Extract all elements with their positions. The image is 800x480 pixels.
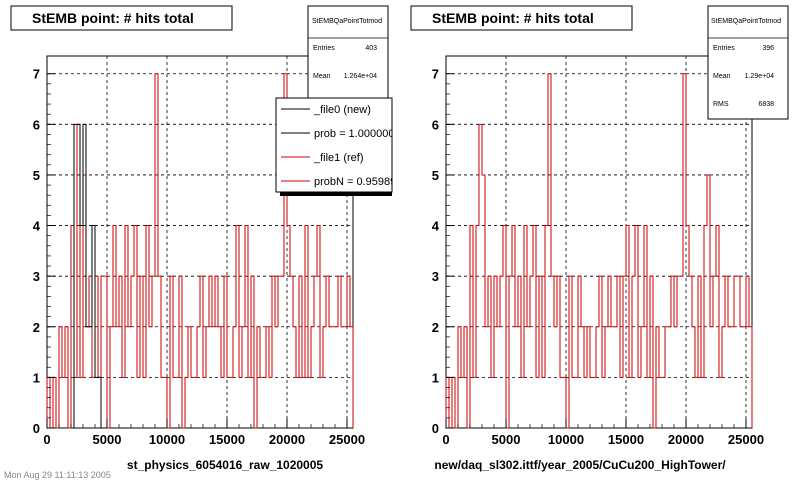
legend-label-probN: probN = 0.95989 (314, 176, 396, 188)
panel-left: 0 1 2 3 4 5 6 7 0 5000 10000 15000 20000 25000 StEMB… (10, 5, 396, 472)
panel-left-stats-name: StEMBQaPointTotmod (312, 18, 382, 25)
panel-left-title-box (10, 5, 233, 31)
legend-label-file0: _file0 (new) (313, 104, 371, 116)
panel-right-series (445, 73, 753, 429)
panel-left-stats-value-mean: 1.264e+04 (344, 73, 377, 80)
y-tick-label: 5 (33, 168, 40, 183)
panel-left-x-axis-label: st_physics_6054016_raw_1020005 (127, 458, 323, 472)
panel-right-title-box (410, 5, 633, 31)
panel-right-stats-value-rms: 6838 (758, 101, 774, 108)
panel-right-stats-label-rms: RMS (713, 101, 729, 108)
y-tick-label: 2 (33, 320, 40, 335)
series-new-histogram (73, 123, 102, 428)
x-tick-label: 0 (43, 432, 50, 447)
y-tick-label: 5 (432, 168, 439, 183)
panel-right-stats-value-mean: 1.29e+04 (745, 73, 774, 80)
panel-left-series (46, 73, 354, 429)
panel-left-y-ticks: 0 1 2 3 4 5 6 7 (33, 67, 55, 436)
panel-right-x-axis-label: new/daq_sl302.ittf/year_2005/CuCu200_Hig… (434, 458, 726, 472)
x-tick-label: 5000 (93, 432, 122, 447)
x-tick-label: 20000 (668, 432, 704, 447)
panel-right-x-ticks: 0 5000 10000 15000 20000 25000 (442, 419, 764, 447)
panel-right-y-ticks: 0 1 2 3 4 5 6 7 (432, 67, 454, 436)
x-tick-label: 0 (442, 432, 449, 447)
footer-timestamp: Mon Aug 29 11:11:13 2005 (4, 470, 111, 480)
panel-left-x-ticks: 0 5000 10000 15000 20000 25000 (43, 419, 365, 447)
panel-right-stats-name: StEMBQaPointTotmod (711, 18, 781, 25)
y-tick-label: 1 (432, 370, 439, 385)
x-tick-label: 15000 (608, 432, 644, 447)
panel-left-title: StEMB point: # hits total (32, 10, 194, 26)
x-tick-label: 10000 (149, 432, 185, 447)
x-tick-label: 10000 (548, 432, 584, 447)
panel-left-stats-label-mean: Mean (313, 73, 331, 80)
y-tick-label: 4 (33, 219, 41, 234)
panel-right-stats-label-entries: Entries (713, 45, 735, 52)
y-tick-label: 0 (432, 421, 439, 436)
panel-left-legend: _file0 (new) prob = 1.000000 _file1 (ref… (275, 97, 396, 196)
panel-right-frame (445, 55, 753, 429)
y-tick-label: 7 (33, 67, 40, 82)
panel-right-stats-box: StEMBQaPointTotmod Entries 396 Mean 1.29… (707, 5, 789, 120)
x-tick-label: 5000 (492, 432, 521, 447)
panel-right: 0 1 2 3 4 5 6 7 0 5000 10000 15000 20000 25000 StEMB… (410, 5, 789, 472)
panel-left-stats-box: StEMBQaPointTotmod Entries 403 Mean 1.26… (307, 5, 389, 99)
legend-label-file1: _file1 (ref) (313, 152, 364, 164)
panel-left-stats-value-entries: 403 (365, 45, 377, 52)
y-tick-label: 7 (432, 67, 439, 82)
x-tick-label: 15000 (209, 432, 245, 447)
y-tick-label: 3 (432, 269, 439, 284)
y-tick-label: 2 (432, 320, 439, 335)
x-tick-label: 25000 (329, 432, 365, 447)
panel-right-stats-value-entries: 396 (762, 45, 774, 52)
panel-left-stats-label-entries: Entries (313, 45, 335, 52)
panel-right-stats-label-mean: Mean (713, 73, 731, 80)
y-tick-label: 3 (33, 269, 40, 284)
legend-label-prob: prob = 1.000000 (314, 128, 394, 140)
y-tick-label: 4 (432, 219, 440, 234)
series-ref-histogram (445, 73, 753, 429)
y-tick-label: 0 (33, 421, 40, 436)
panel-right-title: StEMB point: # hits total (432, 10, 594, 26)
x-tick-label: 20000 (269, 432, 305, 447)
y-tick-label: 6 (33, 117, 40, 132)
x-tick-label: 25000 (728, 432, 764, 447)
y-tick-label: 1 (33, 370, 40, 385)
y-tick-label: 6 (432, 117, 439, 132)
